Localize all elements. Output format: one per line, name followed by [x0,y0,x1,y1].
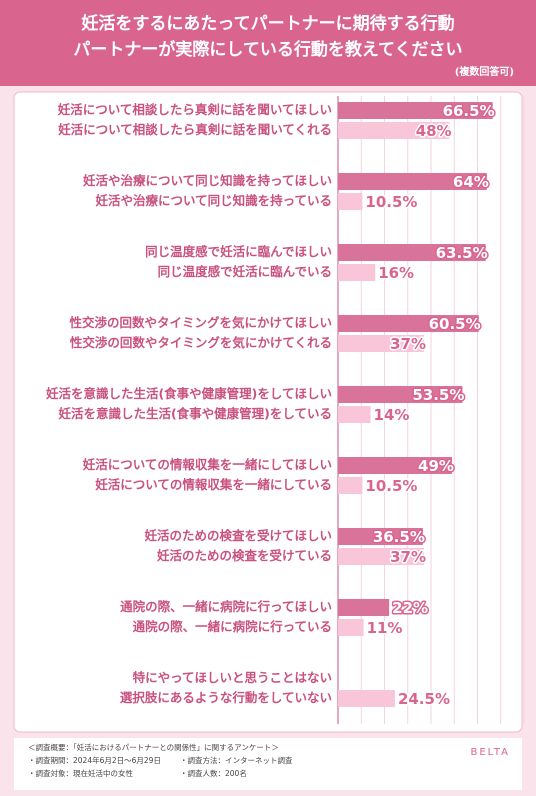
category-label: 妊活についての情報収集を一緒にしてほしい [83,457,332,472]
value-label: 60.5% [429,315,481,333]
category-label: 妊活についての情報収集を一緒にしている [95,477,332,492]
title: パートナーが実際にしている行動を教えてください [73,39,462,60]
category-label: 特にやってほしいと思うことはない [133,670,332,685]
bar [338,264,376,281]
category-label: 同じ温度感で妊活に臨んでいる [158,264,332,279]
value-label: 11% [367,619,403,637]
bar [338,122,450,139]
footer-item: ・調査期間：2024年6月2日〜6月29日 [28,755,161,765]
value-label: 63.5% [436,244,488,262]
bar [338,102,493,119]
title: 妊活をするにあたってパートナーに期待する行動 [81,13,454,34]
bar [338,457,452,474]
footer-box [14,738,522,790]
bar [338,619,364,636]
value-label: 36.5% [373,528,425,546]
bar [338,477,363,494]
category-label: 性交渉の回数やタイミングを気にかけてくれる [69,335,332,350]
value-label: 24.5% [398,690,450,708]
value-label: 66.5% [443,102,495,120]
category-label: 通院の際、一緒に病院に行ってほしい [120,599,332,614]
title-band [0,0,536,86]
footer-item: ・調査方法：インターネット調査 [180,755,293,765]
category-label: 妊活のための検査を受けてほしい [144,528,332,543]
bar [338,548,425,565]
category-label: 妊活を意識した生活(食事や健康管理)をしてほしい [46,386,332,401]
subtitle: (複数回答可) [455,65,514,78]
value-label: 14% [374,406,410,424]
category-label: 同じ温度感で妊活に臨んでほしい [145,244,332,259]
category-label: 妊活について相談したら真剣に話を聞いてほしい [58,102,332,117]
value-label: 37% [390,335,426,353]
bar [338,335,425,352]
category-label: 妊活を意識した生活(食事や健康管理)をしている [58,406,332,421]
value-label: 10.5% [365,477,417,495]
bar [338,173,487,190]
category-label: 妊活や治療について同じ知識を持っている [95,193,332,208]
footer-item: ・調査対象：現在妊活中の女性 [28,768,133,778]
category-label: 選択肢にあるような行動をしていない [120,690,332,705]
value-label: 64% [453,173,489,191]
value-label: 16% [378,264,414,282]
bar [338,599,390,616]
footer-item: ・調査人数：200名 [180,768,247,778]
value-label: 49% [418,457,454,475]
bar [338,690,395,707]
bar [338,244,486,261]
value-label: 37% [390,548,426,566]
category-label: 性交渉の回数やタイミングを気にかけてほしい [68,315,332,330]
bar [338,528,423,545]
value-label: 22% [392,599,428,617]
bar [338,406,371,423]
category-label: 妊活について相談したら真剣に話を聞いてくれる [58,122,332,137]
bar [338,315,479,332]
bar [338,386,463,403]
value-label: 10.5% [365,193,417,211]
category-label: 妊活のための検査を受けている [157,548,332,563]
brand: BELTA [470,747,510,758]
category-label: 妊活や治療について同じ知識を持ってほしい [83,173,332,188]
value-label: 53.5% [412,386,464,404]
footer-heading: ＜調査概要：「妊活におけるパートナーとの関係性」に関するアンケート＞ [28,742,279,752]
value-label: 48% [416,122,452,140]
category-label: 通院の際、一緒に病院に行っている [133,619,332,634]
bar [338,193,363,210]
